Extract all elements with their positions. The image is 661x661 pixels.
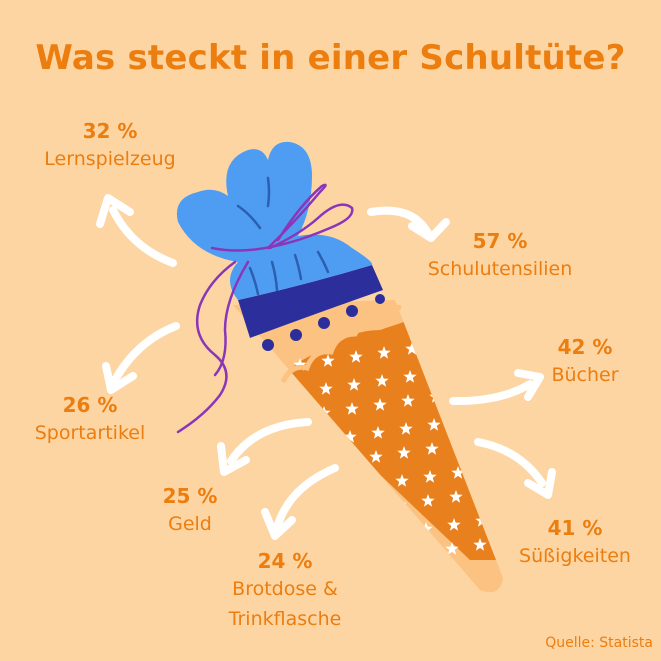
- star-41: [417, 546, 431, 559]
- data-label-schulutensilien: 57 % Schulutensilien: [410, 228, 590, 284]
- arrow-lernspielzeug: [96, 194, 177, 267]
- data-label-geld: 25 % Geld: [140, 483, 240, 539]
- arrow-suessigkeiten: [474, 438, 556, 499]
- star-16: [371, 426, 385, 439]
- star-11: [345, 402, 359, 415]
- star-7: [375, 374, 389, 387]
- star-27: [423, 470, 437, 483]
- star-42: [445, 542, 459, 555]
- source-note: Quelle: Statista: [545, 635, 653, 651]
- value-label: 42 %: [557, 335, 613, 359]
- category-label: Sportartikel: [34, 422, 146, 444]
- star-22: [397, 446, 411, 459]
- arrow-buecher: [449, 369, 544, 406]
- data-label-buecher: 42 % Bücher: [520, 334, 650, 390]
- star-12: [373, 398, 387, 411]
- value-label: 41 %: [547, 516, 603, 540]
- star-34: [477, 486, 491, 499]
- star-29: [479, 462, 493, 475]
- arrow-geld: [217, 418, 312, 476]
- star-40: [389, 550, 403, 563]
- data-label-suessigkeiten: 41 % Süßigkeiten: [495, 515, 655, 571]
- star-25: [367, 478, 381, 491]
- star-37: [447, 518, 461, 531]
- value-label: 24 %: [257, 549, 313, 573]
- star-24: [453, 438, 467, 451]
- star-20: [341, 454, 355, 467]
- star-3: [377, 346, 391, 359]
- ribbon: [176, 183, 354, 434]
- value-label: 25 %: [162, 484, 218, 508]
- value-label: 32 %: [82, 119, 138, 143]
- arrow-brotdose: [261, 464, 339, 540]
- star-9: [431, 366, 445, 379]
- star-1: [321, 354, 335, 367]
- chart-title: Was steckt in einer Schultüte?: [35, 38, 626, 78]
- star-32: [421, 494, 435, 507]
- star-21: [369, 450, 383, 463]
- star-4: [405, 342, 419, 355]
- star-18: [427, 418, 441, 431]
- value-label: 57 %: [472, 229, 528, 253]
- star-2: [349, 350, 363, 363]
- category-label: Schulutensilien: [427, 258, 573, 280]
- star-6: [347, 378, 361, 391]
- category-label: Bücher: [551, 364, 619, 386]
- schultuete-illustration: [176, 141, 503, 593]
- cone-body: [280, 320, 503, 560]
- star-23: [425, 442, 439, 455]
- star-19: [455, 414, 469, 427]
- star-28: [451, 466, 465, 479]
- data-label-sportartikel: 26 % Sportartikel: [10, 392, 170, 448]
- cone-band: [238, 265, 383, 338]
- star-13: [401, 394, 415, 407]
- star-0: [293, 358, 307, 371]
- star-43: [473, 538, 487, 551]
- band-beads: [262, 294, 385, 351]
- value-label: 26 %: [62, 393, 118, 417]
- category-label: Süßigkeiten: [519, 545, 631, 567]
- star-5: [319, 382, 333, 395]
- star-15: [343, 430, 357, 443]
- star-30: [365, 502, 379, 515]
- data-label-brotdose-und-trinkflasche: 24 % Brotdose & Trinkflasche: [205, 548, 365, 634]
- star-26: [395, 474, 409, 487]
- scallop-edge: [280, 304, 402, 384]
- arrow-sportartikel: [102, 322, 180, 394]
- category-label: Brotdose & Trinkflasche: [228, 578, 342, 630]
- wrap-folds: [236, 176, 330, 296]
- star-17: [399, 422, 413, 435]
- data-label-lernspielzeug: 32 % Lernspielzeug: [20, 118, 200, 174]
- star-33: [449, 490, 463, 503]
- category-label: Geld: [168, 513, 212, 535]
- star-35: [391, 526, 405, 539]
- arrows: [96, 194, 556, 540]
- star-8: [403, 370, 417, 383]
- arrow-schulutensilien: [367, 206, 450, 242]
- category-label: Lernspielzeug: [44, 148, 176, 170]
